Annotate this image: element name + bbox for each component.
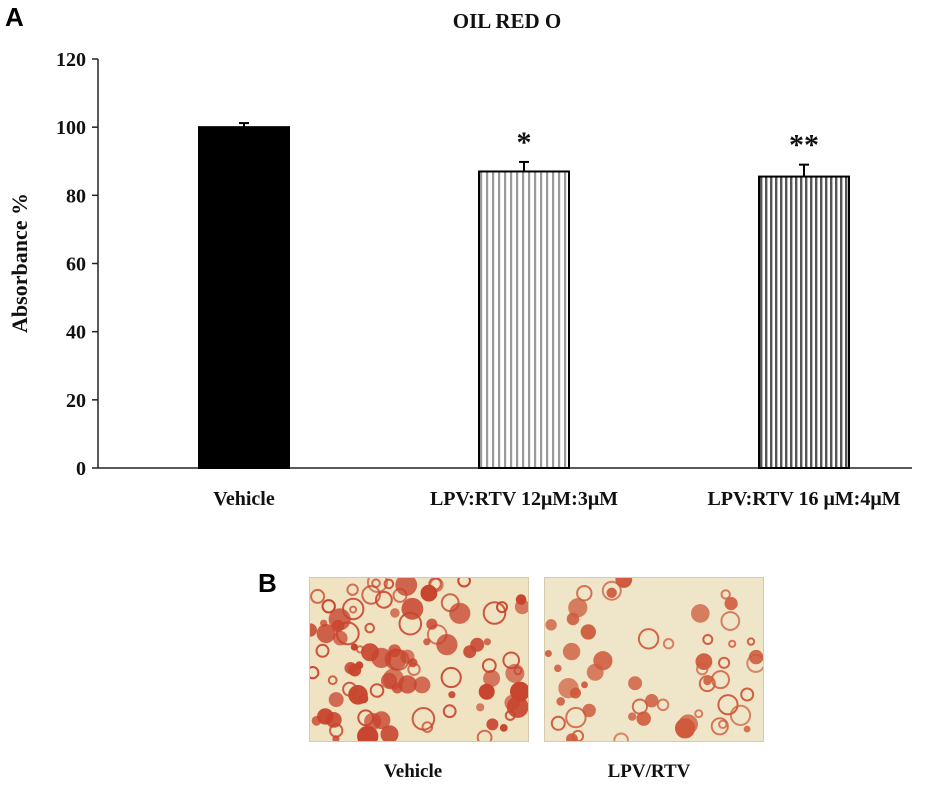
bars-group: * ** bbox=[198, 122, 850, 470]
y-tick-label: 20 bbox=[66, 390, 86, 412]
bar bbox=[758, 175, 850, 469]
y-axis-label: Absorbance % bbox=[7, 193, 32, 333]
y-tick-label: 60 bbox=[66, 254, 86, 276]
y-tick-label: 0 bbox=[76, 458, 86, 480]
tick-labels-group: 0 20 40 60 80 100 120 bbox=[56, 49, 86, 480]
significance-marker: * bbox=[517, 126, 532, 159]
bar bbox=[198, 126, 290, 470]
bar bbox=[478, 170, 570, 469]
x-category-label: LPV:RTV 12μM:3μM bbox=[430, 488, 618, 510]
chart-title: OIL RED O bbox=[453, 9, 562, 33]
bar-chart: OIL RED O Absorbance % * ** 0204060801001… bbox=[7, 9, 912, 510]
vehicle-caption: Vehicle bbox=[383, 761, 443, 782]
vehicle-micrograph bbox=[309, 577, 529, 742]
lpv-rtv-caption: LPV/RTV bbox=[607, 761, 691, 782]
panel-b-label: B bbox=[258, 568, 277, 598]
panel-a-label: A bbox=[5, 2, 24, 32]
y-tick-label: 80 bbox=[66, 185, 86, 207]
y-tick-label: 100 bbox=[56, 117, 86, 139]
lpv-rtv-micrograph bbox=[544, 577, 764, 742]
y-tick-label: 120 bbox=[56, 49, 86, 71]
y-tick-label: 40 bbox=[66, 322, 86, 344]
significance-marker: ** bbox=[789, 129, 819, 162]
x-category-label: LPV:RTV 16 μM:4μM bbox=[707, 488, 900, 510]
category-labels-group: Vehicle LPV:RTV 12μM:3μM LPV:RTV 16 μM:4μM bbox=[213, 488, 900, 510]
x-category-label: Vehicle bbox=[213, 488, 275, 510]
